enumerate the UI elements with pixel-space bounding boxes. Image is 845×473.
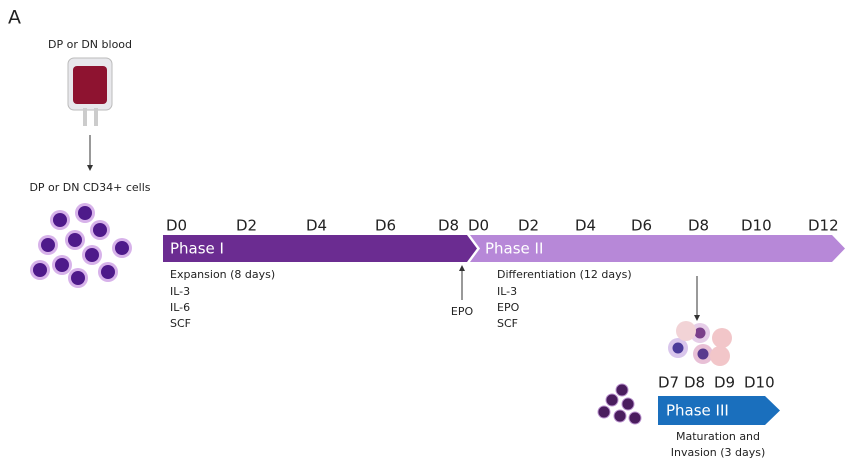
cell-nucleus <box>93 223 107 237</box>
cell-nucleus <box>101 265 115 279</box>
factor: IL-3 <box>497 285 517 298</box>
day-label: D10 <box>744 374 775 392</box>
cell <box>712 328 732 348</box>
phase-label: Phase I <box>170 240 224 258</box>
day-label: D8 <box>688 217 709 235</box>
day-label: D6 <box>375 217 396 235</box>
cell-cluster <box>668 321 732 366</box>
day-label: D4 <box>575 217 596 235</box>
cell-nucleus <box>694 327 706 339</box>
cell <box>597 405 611 419</box>
phase-label: Phase III <box>666 402 729 420</box>
phase-description: Expansion (8 days) <box>170 268 275 281</box>
cell-nucleus <box>33 263 47 277</box>
factor: EPO <box>497 301 520 314</box>
phase-description: Differentiation (12 days) <box>497 268 632 281</box>
cell <box>628 411 642 425</box>
cell-nucleus <box>55 258 69 272</box>
cell <box>621 397 635 411</box>
day-label: D4 <box>306 217 327 235</box>
cell <box>615 383 629 397</box>
cell-nucleus <box>672 342 684 354</box>
day-label: D8 <box>438 217 459 235</box>
arrow <box>459 265 465 300</box>
cell-nucleus <box>78 206 92 220</box>
arrow <box>694 276 700 321</box>
phase-label: Phase II <box>485 240 543 258</box>
phase-arrow <box>470 235 845 262</box>
phase-arrow <box>658 396 780 425</box>
cell <box>710 346 730 366</box>
factor: SCF <box>170 317 191 330</box>
cell-nucleus <box>41 238 55 252</box>
cell-nucleus <box>85 248 99 262</box>
cell-nucleus <box>115 241 129 255</box>
cell-cluster <box>30 203 132 288</box>
phase-description: Maturation and <box>676 430 760 443</box>
day-label: D2 <box>518 217 539 235</box>
arrow <box>87 135 93 171</box>
factor: SCF <box>497 317 518 330</box>
source-label: DP or DN blood <box>48 38 132 51</box>
day-label: D8 <box>684 374 705 392</box>
panel-label: A <box>8 7 21 29</box>
cell-cluster <box>597 383 642 425</box>
cell-nucleus <box>68 233 82 247</box>
day-label: D7 <box>658 374 679 392</box>
cell-nucleus <box>53 213 67 227</box>
day-label: D0 <box>166 217 187 235</box>
day-label: D12 <box>808 217 839 235</box>
cell <box>676 321 696 341</box>
day-label: D9 <box>714 374 735 392</box>
factor: IL-6 <box>170 301 190 314</box>
cell <box>613 409 627 423</box>
phase-description: Invasion (3 days) <box>671 446 766 459</box>
day-label: D0 <box>468 217 489 235</box>
day-label: D10 <box>741 217 772 235</box>
day-label: D6 <box>631 217 652 235</box>
epo-label: EPO <box>451 305 474 318</box>
day-label: D2 <box>236 217 257 235</box>
factor: IL-3 <box>170 285 190 298</box>
cell <box>605 393 619 407</box>
cell-nucleus <box>697 348 709 360</box>
cell-nucleus <box>71 271 85 285</box>
phase-arrow <box>163 235 477 262</box>
cells-label: DP or DN CD34+ cells <box>29 181 150 194</box>
blood-bag <box>67 57 113 126</box>
